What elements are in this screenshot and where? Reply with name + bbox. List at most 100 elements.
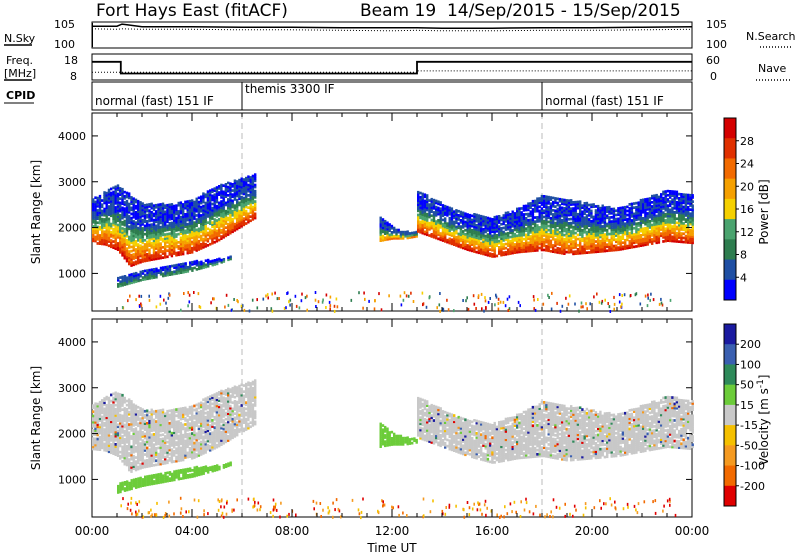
cpid-panel-frame xyxy=(91,81,693,111)
scatter-cell xyxy=(134,250,138,253)
scatter-cell xyxy=(558,220,562,224)
scatter-cell xyxy=(594,248,598,252)
scatter-cell xyxy=(220,222,223,226)
scatter-cell xyxy=(229,215,232,218)
scatter-cell xyxy=(491,226,494,229)
scatter-cell xyxy=(446,214,449,217)
scatter-cell xyxy=(173,223,176,226)
scatter-cell xyxy=(166,245,169,248)
scatter-cell xyxy=(453,239,456,242)
scatter-cell xyxy=(689,218,692,222)
scatter-cell xyxy=(128,237,131,241)
scatter-cell xyxy=(540,213,544,217)
scatter-cell xyxy=(585,243,589,246)
scatter-cell xyxy=(112,223,115,227)
scatter-cell xyxy=(159,213,162,217)
scatter-cell xyxy=(116,209,120,212)
scatter-cell xyxy=(96,408,99,412)
scatter-cell xyxy=(504,217,508,221)
scatter-cell xyxy=(211,208,214,212)
scatter-cell xyxy=(197,248,201,251)
scatter-cell xyxy=(168,253,171,256)
scatter-cell xyxy=(112,244,115,247)
scatter-cell xyxy=(556,240,559,244)
scatter-cell xyxy=(536,230,539,234)
scatter-cell xyxy=(581,210,584,214)
scatter-cell xyxy=(628,211,631,214)
near-range-echo xyxy=(650,292,652,296)
scatter-cell xyxy=(146,232,149,236)
scatter-cell xyxy=(644,220,647,224)
scatter-cell xyxy=(390,233,394,236)
scatter-cell xyxy=(507,248,510,252)
scatter-cell xyxy=(186,241,189,245)
scatter-cell xyxy=(101,238,104,242)
near-range-echo xyxy=(621,294,623,297)
scatter-cell xyxy=(254,185,257,189)
scatter-cell xyxy=(123,215,126,219)
scatter-cell xyxy=(637,238,640,242)
scatter-cell xyxy=(597,229,600,233)
scatter-cell xyxy=(173,204,176,208)
scatter-cell xyxy=(152,233,156,236)
scatter-cell xyxy=(148,203,151,206)
scatter-cell xyxy=(240,210,243,214)
scatter-cell xyxy=(110,422,113,426)
scatter-cell xyxy=(644,210,647,214)
scatter-cell xyxy=(94,437,97,441)
scatter-cell xyxy=(132,228,135,231)
scatter-cell xyxy=(450,226,454,229)
scatter-cell xyxy=(114,235,117,238)
scatter-cell xyxy=(617,242,620,245)
scatter-cell xyxy=(576,219,580,222)
scatter-cell xyxy=(621,226,625,230)
scatter-cell xyxy=(224,232,228,236)
scatter-cell xyxy=(691,206,694,210)
scatter-cell xyxy=(536,207,539,211)
scatter-cell xyxy=(453,237,456,240)
scatter-cell xyxy=(520,248,523,251)
scatter-cell xyxy=(220,185,223,189)
scatter-cell xyxy=(570,201,573,204)
scatter-cell xyxy=(473,231,476,235)
scatter-cell xyxy=(242,186,246,190)
scatter-cell xyxy=(132,215,135,219)
scatter-cell xyxy=(448,239,451,243)
scatter-cell xyxy=(130,233,133,236)
scatter-cell xyxy=(576,204,580,208)
scatter-cell xyxy=(155,245,158,248)
scatter-cell xyxy=(689,235,692,238)
scatter-cell xyxy=(626,228,629,231)
scatter-cell xyxy=(103,401,106,405)
scatter-cell xyxy=(179,205,183,209)
scatter-cell xyxy=(175,227,178,230)
scatter-cell xyxy=(247,179,250,183)
scatter-cell xyxy=(220,210,223,214)
scatter-cell xyxy=(168,222,171,225)
scatter-cell xyxy=(511,239,514,243)
scatter-cell xyxy=(141,272,145,275)
scatter-cell xyxy=(502,239,505,242)
scatter-cell xyxy=(486,218,490,222)
scatter-cell xyxy=(92,204,95,208)
scatter-cell xyxy=(143,205,147,209)
scatter-cell xyxy=(552,248,555,251)
scatter-cell xyxy=(146,213,149,217)
scatter-cell xyxy=(193,206,196,210)
scatter-cell xyxy=(211,196,214,200)
scatter-cell xyxy=(484,234,487,238)
scatter-cell xyxy=(143,216,147,219)
scatter-cell xyxy=(482,250,485,254)
scatter-cell xyxy=(229,207,232,210)
scatter-cell xyxy=(477,216,481,219)
scatter-cell xyxy=(579,243,582,247)
scatter-cell xyxy=(473,241,476,245)
scatter-cell xyxy=(610,224,613,227)
scatter-cell xyxy=(518,240,521,243)
scatter-cell xyxy=(215,225,219,229)
scatter-cell xyxy=(393,237,396,240)
scatter-cell xyxy=(395,234,398,238)
scatter-cell xyxy=(545,201,548,205)
scatter-cell xyxy=(437,200,440,204)
scatter-cell xyxy=(166,249,169,252)
